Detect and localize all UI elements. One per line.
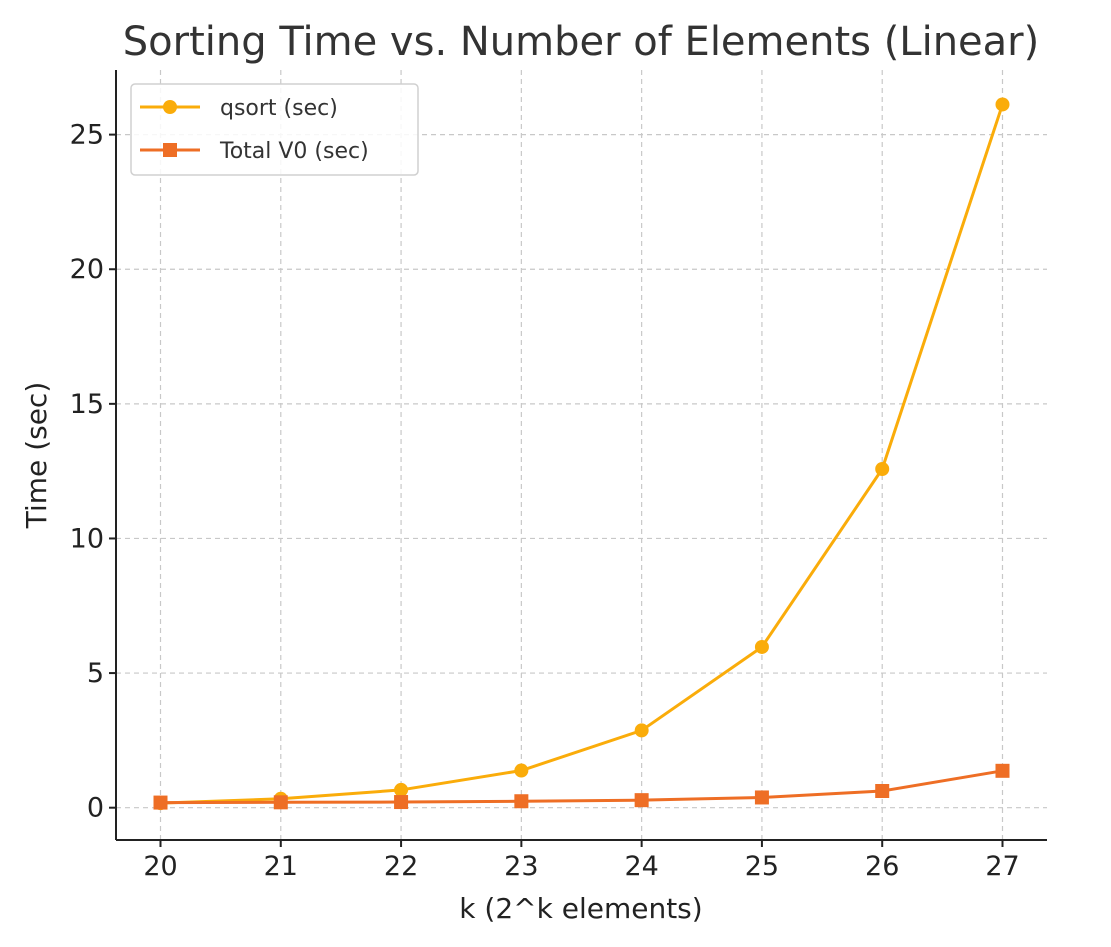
point-qsort-sec-25	[754, 639, 769, 654]
legend-totalv0-marker	[163, 143, 177, 157]
legend-box	[130, 83, 419, 176]
point-total-v0-sec-20	[153, 795, 168, 810]
x-tick-label-26: 26	[865, 851, 899, 882]
y-tick-label-5: 5	[87, 658, 104, 689]
chart-title: Sorting Time vs. Number of Elements (Lin…	[123, 19, 1039, 65]
y-tick-label-25: 25	[70, 120, 104, 151]
data-series	[153, 97, 1010, 811]
legend-qsort-marker	[163, 100, 177, 114]
point-total-v0-sec-26	[875, 784, 890, 798]
point-qsort-sec-26	[875, 462, 890, 476]
x-tick-label-21: 21	[264, 851, 298, 882]
x-tick-label-24: 24	[624, 851, 658, 882]
y-tick-label-20: 20	[70, 254, 104, 285]
y-tick-label-0: 0	[87, 793, 104, 824]
point-qsort-sec-23	[514, 763, 529, 778]
x-tick-label-27: 27	[985, 851, 1019, 882]
point-total-v0-sec-22	[394, 795, 409, 810]
point-total-v0-sec-25	[754, 790, 769, 805]
legend-qsort-label: qsort (sec)	[220, 96, 338, 121]
x-tick-label-25: 25	[745, 851, 779, 882]
y-axis-label: Time (sec)	[20, 382, 53, 529]
x-axis-label: k (2^k elements)	[459, 892, 702, 925]
point-total-v0-sec-21	[273, 795, 288, 810]
point-qsort-sec-27	[995, 97, 1010, 112]
x-tick-label-22: 22	[384, 851, 418, 882]
point-total-v0-sec-27	[995, 763, 1010, 778]
point-qsort-sec-24	[634, 723, 649, 738]
y-tick-label-10: 10	[70, 523, 104, 554]
legend: qsort (sec) Total V0 (sec)	[130, 83, 419, 176]
point-total-v0-sec-24	[634, 793, 649, 808]
series-line-total-v0-sec	[160, 769, 1003, 805]
x-tick-label-20: 20	[143, 851, 177, 882]
axis-ticks: 20 21 22 23 24 25 26 27 0 5 10 15 20 25	[70, 120, 1020, 882]
point-qsort-sec-22	[394, 782, 409, 797]
y-tick-label-15: 15	[70, 389, 104, 420]
point-total-v0-sec-23	[514, 794, 529, 809]
series-line-qsort-sec	[160, 103, 1004, 805]
x-tick-label-23: 23	[504, 851, 538, 882]
grid-lines	[116, 70, 1047, 840]
legend-totalv0-label: Total V0 (sec)	[219, 139, 369, 164]
